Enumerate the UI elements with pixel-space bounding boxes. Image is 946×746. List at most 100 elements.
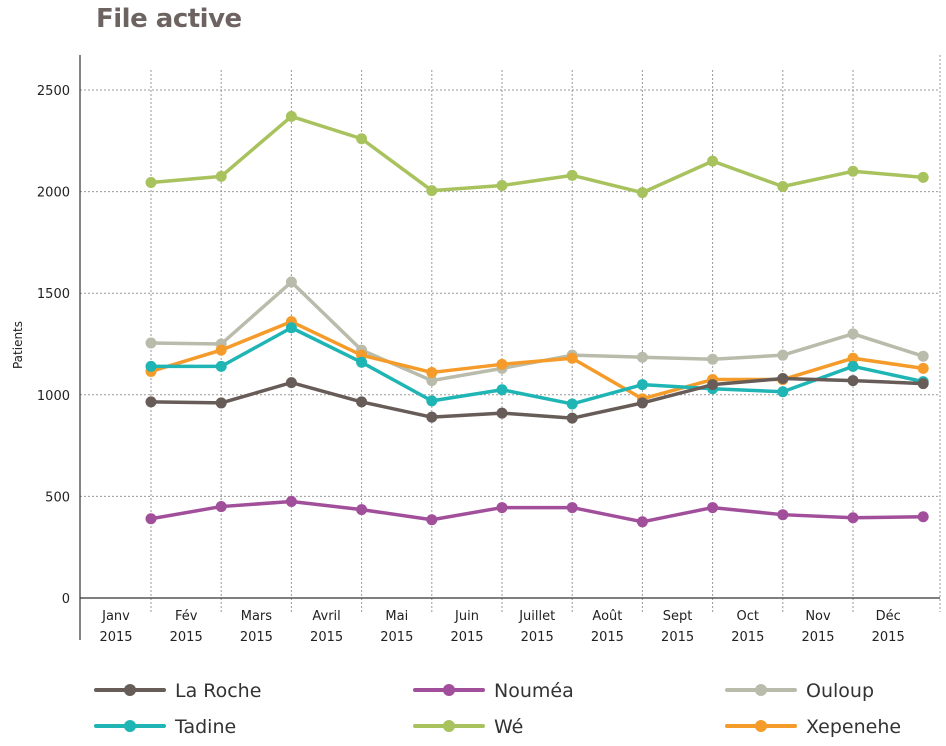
data-point-ouloup	[636, 351, 648, 363]
data-point-noum-a	[777, 509, 789, 521]
data-point-ouloup	[426, 375, 438, 387]
legend-label-w-: Wé	[494, 716, 523, 738]
legend-label-xepenehe: Xepenehe	[806, 716, 901, 738]
data-point-xepenehe	[496, 358, 508, 370]
data-point-ouloup	[707, 353, 719, 365]
data-point-ouloup	[145, 337, 157, 349]
data-point-w-	[847, 165, 859, 177]
x-tick-label-year: 2015	[731, 630, 764, 645]
x-tick-label-year: 2015	[380, 630, 413, 645]
x-tick-label: Janv	[101, 609, 130, 624]
legend-marker-w-	[443, 720, 455, 732]
x-tick-label: Nov	[805, 609, 831, 624]
data-point-la-roche	[215, 397, 227, 409]
legend: La Roche Nouméa Ouloup Tadine Wé Xepenehe	[94, 680, 901, 738]
series-line-noum-a	[149, 499, 925, 524]
x-tick-label: Oct	[737, 609, 759, 624]
data-point-w-	[566, 169, 578, 181]
x-tick-label: Mai	[385, 609, 408, 624]
legend-label-ouloup: Ouloup	[806, 680, 874, 702]
legend-marker-la-roche	[124, 684, 136, 696]
data-point-w-	[777, 181, 789, 193]
data-point-w-	[426, 185, 438, 197]
series-lines	[145, 110, 929, 528]
series-line-la-roche	[149, 376, 925, 420]
x-tick-label-year: 2015	[661, 630, 694, 645]
data-point-w-	[496, 180, 508, 192]
legend-label-tadine: Tadine	[174, 716, 236, 738]
data-point-noum-a	[636, 516, 648, 528]
data-point-la-roche	[917, 378, 929, 390]
data-point-noum-a	[496, 502, 508, 514]
x-tick-label: Juillet	[518, 609, 555, 624]
data-point-la-roche	[636, 397, 648, 409]
x-tick-label: Juin	[454, 609, 479, 624]
x-tick-label: Déc	[876, 609, 901, 624]
data-point-xepenehe	[215, 344, 227, 356]
data-point-ouloup	[285, 276, 297, 288]
x-tick-label-year: 2015	[801, 630, 834, 645]
data-point-tadine	[566, 398, 578, 410]
series-line-w-	[149, 114, 925, 195]
data-point-w-	[145, 176, 157, 188]
data-point-la-roche	[847, 375, 859, 387]
data-point-noum-a	[917, 511, 929, 523]
x-tick-label-year: 2015	[240, 630, 273, 645]
x-tick-label-year: 2015	[310, 630, 343, 645]
x-tick-label-year: 2015	[872, 630, 905, 645]
axes: 0 500 1000 1500 2000 2500 Patients Janv 2015 Fév 2…	[11, 55, 940, 645]
data-point-xepenehe	[426, 366, 438, 378]
data-point-noum-a	[847, 512, 859, 524]
data-point-xepenehe	[917, 362, 929, 374]
x-tick-label: Avril	[312, 609, 340, 624]
data-point-noum-a	[285, 495, 297, 507]
data-point-tadine	[426, 395, 438, 407]
data-point-ouloup	[847, 328, 859, 340]
y-tick-label: 0	[62, 592, 70, 607]
data-point-noum-a	[215, 501, 227, 513]
data-point-w-	[636, 187, 648, 199]
x-tick-label-year: 2015	[521, 630, 554, 645]
data-point-ouloup	[777, 349, 789, 361]
data-point-la-roche	[426, 411, 438, 423]
x-tick-label-year: 2015	[99, 630, 132, 645]
data-point-w-	[356, 133, 368, 145]
y-tick-label: 1000	[37, 389, 70, 404]
data-point-tadine	[847, 360, 859, 372]
legend-label-la-roche: La Roche	[175, 680, 261, 702]
data-point-ouloup	[917, 350, 929, 362]
x-tick-label-year: 2015	[450, 630, 483, 645]
y-tick-label: 2500	[37, 84, 70, 99]
x-tick-label-year: 2015	[170, 630, 203, 645]
data-point-xepenehe	[847, 352, 859, 364]
data-point-tadine	[356, 356, 368, 368]
data-point-w-	[707, 155, 719, 167]
data-point-la-roche	[566, 412, 578, 424]
data-point-noum-a	[566, 502, 578, 514]
legend-marker-noum-a	[443, 684, 455, 696]
data-point-w-	[917, 171, 929, 183]
y-axis-label: Patients	[11, 321, 25, 369]
data-point-la-roche	[496, 407, 508, 419]
x-tick-label: Août	[592, 609, 622, 624]
data-point-tadine	[777, 386, 789, 398]
data-point-noum-a	[426, 514, 438, 526]
x-tick-label: Fév	[175, 609, 198, 624]
data-point-la-roche	[707, 379, 719, 391]
data-point-w-	[285, 110, 297, 122]
chart-title: File active	[96, 4, 242, 34]
legend-marker-xepenehe	[755, 720, 767, 732]
data-point-la-roche	[145, 396, 157, 408]
grid	[80, 55, 941, 612]
data-point-noum-a	[356, 504, 368, 516]
data-point-la-roche	[777, 373, 789, 385]
series-line-tadine	[149, 325, 925, 406]
x-tick-label: Sept	[663, 609, 693, 624]
data-point-tadine	[285, 322, 297, 334]
data-point-w-	[215, 170, 227, 182]
y-tick-label: 1500	[37, 287, 70, 302]
data-point-xepenehe	[566, 352, 578, 364]
x-tick-label-year: 2015	[591, 630, 624, 645]
y-tick-label: 2000	[37, 186, 70, 201]
